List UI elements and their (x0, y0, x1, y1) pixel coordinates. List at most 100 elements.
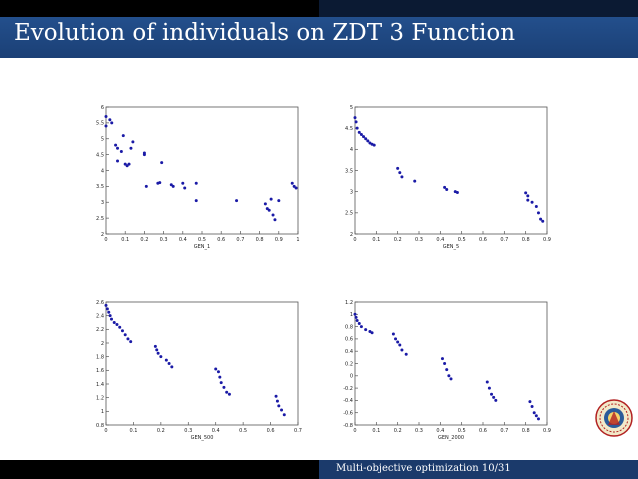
data-point (167, 362, 171, 365)
y-tick-label: 1.4 (96, 382, 104, 388)
y-tick-label: 2.5 (96, 216, 104, 222)
data-point (277, 199, 281, 203)
data-point (294, 186, 298, 190)
x-tick-label: 0.4 (212, 428, 220, 434)
y-tick-label: 1.2 (96, 395, 104, 401)
x-tick-label: 0.1 (372, 428, 380, 434)
data-point (290, 181, 294, 185)
data-point (216, 370, 220, 374)
y-tick-label: 2 (350, 232, 353, 238)
data-point (218, 375, 222, 379)
data-point (443, 362, 447, 365)
data-point (275, 399, 279, 403)
y-tick-label: 0 (350, 374, 353, 380)
data-point (181, 181, 185, 185)
x-tick-label: 0.9 (543, 237, 551, 243)
data-point (445, 368, 449, 372)
data-point (355, 126, 359, 130)
data-point (536, 417, 540, 421)
data-point (214, 367, 218, 371)
data-point (485, 380, 489, 384)
data-point (539, 217, 543, 221)
footer-text: Multi-objective optimization 10/31 (336, 463, 511, 474)
data-point (267, 208, 271, 212)
data-point (355, 318, 359, 322)
x-axis-label: GEN_5 (443, 244, 459, 250)
data-point (359, 325, 363, 329)
data-point (225, 390, 229, 394)
data-point (159, 355, 163, 359)
data-point (357, 322, 361, 326)
data-point (404, 352, 408, 356)
y-tick-label: 2.5 (345, 211, 353, 217)
data-point (171, 184, 175, 188)
x-tick-label: 0.6 (479, 428, 487, 434)
data-point (398, 171, 402, 175)
data-point (364, 328, 368, 332)
data-point (120, 329, 124, 333)
data-point (109, 317, 113, 321)
y-tick-label: 4 (101, 168, 104, 174)
data-point (170, 365, 174, 369)
data-point (121, 134, 125, 138)
data-point (372, 143, 376, 147)
x-tick-label: 0.2 (157, 428, 165, 434)
y-tick-label: -0.8 (343, 423, 353, 429)
y-tick-label: 5 (350, 105, 353, 111)
data-point (277, 404, 281, 408)
x-tick-label: 0.1 (121, 237, 129, 243)
x-tick-label: 1 (296, 237, 299, 243)
data-point (357, 130, 361, 134)
slide-title: Evolution of individuals on ZDT 3 Functi… (14, 20, 516, 46)
data-point (534, 414, 538, 418)
data-point (104, 303, 108, 307)
data-point (131, 140, 135, 144)
plot-frame (105, 301, 299, 426)
data-point (353, 116, 357, 120)
data-point (263, 202, 267, 206)
y-tick-label: 3.5 (96, 184, 104, 190)
data-point (129, 340, 133, 344)
data-point (353, 312, 357, 316)
data-point (440, 357, 444, 361)
data-point (536, 211, 540, 215)
x-tick-label: 0.2 (394, 428, 402, 434)
data-point (222, 385, 226, 389)
x-tick-label: 0.8 (256, 237, 264, 243)
data-point (494, 398, 498, 402)
data-point (194, 199, 198, 203)
footer-bar (0, 460, 638, 479)
data-point (370, 331, 374, 335)
y-tick-label: 3 (350, 189, 353, 195)
data-point (110, 121, 114, 125)
footer-bar-right (319, 460, 638, 479)
data-point (449, 377, 453, 381)
data-point (158, 181, 162, 185)
x-tick-label: 0.8 (522, 237, 530, 243)
data-point (364, 137, 368, 141)
x-tick-label: 0.3 (160, 237, 168, 243)
university-seal-icon (595, 399, 633, 437)
data-point (391, 332, 395, 336)
data-point (526, 194, 530, 198)
data-point (227, 392, 231, 396)
x-tick-label: 0 (104, 237, 107, 243)
data-point (156, 351, 160, 355)
y-tick-label: 2.6 (96, 300, 104, 306)
plot-frame (105, 106, 299, 235)
x-tick-label: 0.5 (458, 237, 466, 243)
y-tick-label: 2.2 (96, 327, 104, 333)
x-tick-label: 0.6 (479, 237, 487, 243)
x-tick-label: 0.9 (275, 237, 283, 243)
data-point (282, 413, 286, 417)
data-point (413, 179, 417, 183)
data-point (235, 199, 239, 203)
x-tick-label: 0.6 (217, 237, 225, 243)
top-strip-accent (319, 0, 638, 17)
y-tick-label: 0.2 (345, 361, 353, 367)
y-tick-label: 3.5 (345, 168, 353, 174)
y-tick-label: -0.2 (343, 386, 353, 392)
data-point (487, 386, 491, 390)
data-point (164, 358, 168, 362)
x-tick-label: 0.7 (294, 428, 302, 434)
